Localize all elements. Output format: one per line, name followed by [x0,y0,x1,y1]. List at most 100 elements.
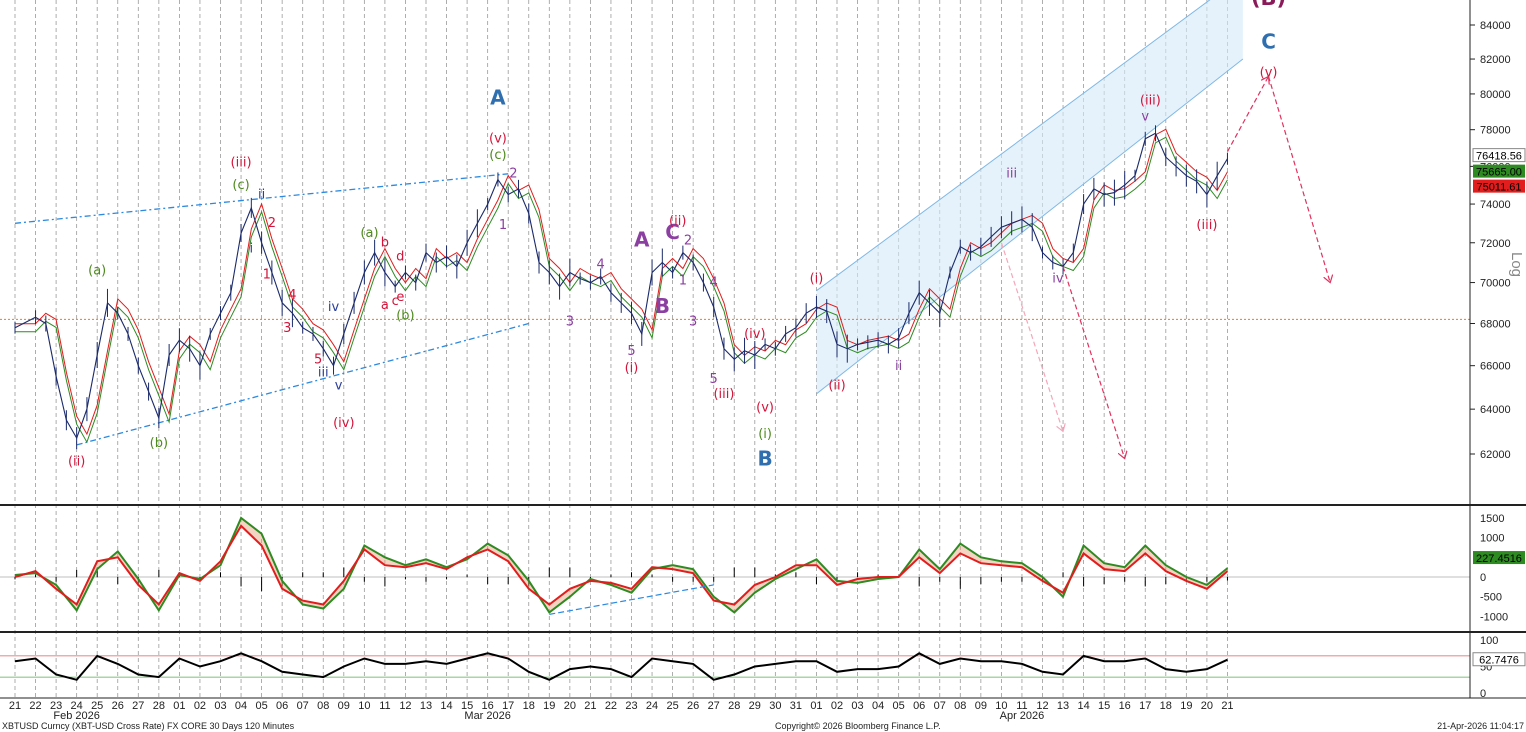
wave-label: e [396,290,404,305]
x-tick-label: 15 [461,700,473,712]
x-tick-label: 05 [255,700,267,712]
macd-panel [0,516,1470,615]
x-tick-label: 15 [1098,700,1110,712]
wave-label: (iii) [231,155,252,170]
moving-averages [15,128,1228,444]
price-tick-label: 82000 [1480,54,1511,66]
x-tick-label: 21 [9,700,21,712]
rsi-panel [0,652,1470,681]
wave-label: b [381,236,389,251]
x-tick-label: 03 [214,700,226,712]
x-tick-label: 11 [379,700,390,712]
ma-green-badge-bg [1473,164,1525,178]
trendline [76,322,529,446]
x-tick-label: 14 [440,700,452,712]
wave-label: (b) [396,308,414,323]
x-tick-label: 04 [235,700,247,712]
x-tick-label: 13 [420,700,432,712]
wave-label: d [396,250,404,265]
wave-label: 2 [684,234,692,249]
x-tick-label: 04 [872,700,884,712]
wave-label: 2 [268,216,276,231]
x-tick-label: 20 [1201,700,1213,712]
wave-label: v [335,378,343,393]
wave-label: B [757,446,772,470]
wave-label: iii [318,365,329,380]
x-tick-label: 06 [913,700,925,712]
wave-label: (iii) [713,387,734,402]
projection-arrow [1267,76,1331,282]
macd-line [14,524,1229,607]
x-tick-label: 08 [954,700,966,712]
wave-label: i [250,242,254,257]
ma-red-badge: 75011.61 [1476,182,1521,194]
wave-label: 3 [566,315,574,330]
wave-label: A [490,86,506,110]
x-tick-label: 27 [132,700,144,712]
wave-label: (v) [1260,65,1278,80]
x-tick-label: 16 [482,700,494,712]
price-tick-label: 66000 [1480,361,1511,373]
wave-label: (i) [758,427,772,442]
wave-label: C [665,220,680,244]
wave-label: (a) [88,264,106,279]
last-price-badge-bg [1472,148,1526,163]
wave-label: (iii) [1196,218,1217,233]
wave-label: (i) [625,361,639,376]
price-tick-label: 80000 [1480,89,1511,101]
wave-label: 4 [288,288,296,303]
wave-label: (c) [489,148,506,163]
x-tick-label: 01 [810,700,822,712]
log-scale-label: Log [1508,252,1525,277]
x-tick-label: 25 [91,700,103,712]
x-tick-label: 28 [728,700,740,712]
wave-label: 1 [499,218,507,233]
wave-label: 4 [597,258,605,273]
x-tick-label: 17 [502,700,514,712]
x-tick-label: 22 [605,700,617,712]
wave-label: (iv) [333,416,354,431]
wave-label: (ii) [68,454,85,469]
wave-label: 3 [283,321,291,336]
x-tick-label: 19 [1180,700,1192,712]
x-tick-label: 12 [1036,700,1048,712]
month-label: Feb 2026 [53,710,99,722]
price-tick-label: 78000 [1480,125,1511,137]
macd-badge: 227.4516 [1476,553,1522,565]
wave-label: (b) [150,436,168,451]
rsi-tick-label: 100 [1480,635,1498,647]
projection-arrow [1062,266,1125,459]
x-tick-label: 26 [687,700,699,712]
x-tick-label: 05 [893,700,905,712]
wave-label: (i) [810,272,824,287]
wave-label: 5 [627,344,635,359]
wave-label: iv [1052,272,1064,287]
projection-arrows [1000,76,1331,459]
x-tick-label: 07 [934,700,946,712]
wave-label: 3 [689,315,697,330]
wave-label: a [381,298,389,313]
x-tick-label: 20 [564,700,576,712]
wave-label: (ii) [669,214,686,229]
macd-signal-line [14,516,1229,614]
rsi-badge-bg [1472,652,1526,667]
trendlines [14,173,529,446]
price-tick-label: 62000 [1480,449,1511,461]
trendline [14,173,509,224]
channel-upper [816,0,1211,292]
wave-label: 1 [263,268,271,283]
wave-labels: (a)(ii)(b)(iii)(c)iii2143iv5iiiv(iv)(a)b… [68,0,1286,470]
x-tick-label: 11 [1016,700,1027,712]
x-tick-label: 16 [1119,700,1131,712]
price-tick-label: 68000 [1480,319,1511,331]
x-tick-label: 24 [71,700,83,712]
wave-label: (iv) [744,327,765,342]
x-tick-label: 19 [543,700,555,712]
wave-label: 5 [314,353,322,368]
macd-tick-label: 0 [1480,572,1486,584]
x-tick-label: 10 [995,700,1007,712]
wave-label: 1 [679,274,687,289]
price-tick-label: 74000 [1480,199,1511,211]
price-tick-label: 72000 [1480,238,1511,250]
